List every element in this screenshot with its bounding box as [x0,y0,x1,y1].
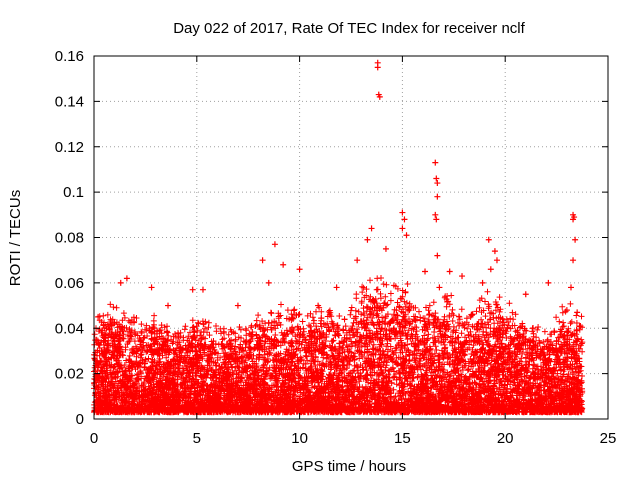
roti-peak-point [382,245,389,252]
roti-peak-point [493,257,500,264]
roti-peak-point [315,302,322,309]
roti-peak-point [368,225,375,232]
roti-peak-point [563,307,570,314]
x-tick-label: 10 [291,430,308,447]
roti-peak-point [433,216,440,223]
roti-peak-point [95,313,102,320]
y-axis-label: ROTI / TECUs [7,190,24,286]
roti-peak-point [333,284,340,291]
x-tick-label: 0 [90,430,98,447]
roti-peak-point [199,286,206,293]
y-tick-label: 0.06 [55,275,84,292]
roti-peak-point [399,209,406,216]
roti-peak-point [432,159,439,166]
roti-peak-point [434,193,441,200]
roti-peak-point [570,257,577,264]
roti-peak-point [485,236,492,243]
roti-peak-point [117,279,124,286]
roti-peak-point [165,302,172,309]
roti-peak-point [434,180,441,187]
roti-peak-point [271,241,278,248]
y-tick-label: 0 [76,411,84,428]
roti-peak-point [364,236,371,243]
roti-peak-point [374,64,381,71]
roti-peak-point [123,275,130,282]
x-axis-label: GPS time / hours [292,458,406,475]
x-tick-label: 15 [394,430,411,447]
roti-peak-point [296,266,303,273]
roti-peak-point [491,248,498,255]
chart-title: Day 022 of 2017, Rate Of TEC Index for r… [173,20,525,37]
x-tick-label: 20 [497,430,514,447]
roti-peak-point [522,291,529,298]
roti-peak-point [403,232,410,239]
y-tick-label: 0.16 [55,48,84,65]
roti-peak-point [399,225,406,232]
roti-peak-point [376,93,383,100]
y-tick-label: 0.04 [55,320,84,337]
roti-peak-point [280,261,287,268]
roti-peak-point [259,257,266,264]
roti-peak-point [433,175,440,182]
roti-peak-point [432,211,439,218]
roti-peak-point [572,236,579,243]
roti-peak-point [574,309,581,316]
y-tick-label: 0.12 [55,139,84,156]
roti-peak-point [189,286,196,293]
roti-peak-point [459,273,466,280]
roti-peak-point [567,284,574,291]
data-points [91,59,586,416]
axis-ticks: 0 5 10 15 20 25 0 0.02 0.04 0.06 0.08 0.1 0.12 0.14 0.… [55,48,617,447]
roti-peak-point [434,252,441,259]
y-tick-label: 0.08 [55,230,84,247]
x-tick-label: 5 [193,430,201,447]
y-tick-label: 0.1 [63,184,84,201]
x-tick-label: 25 [600,430,617,447]
roti-points-band [91,275,586,416]
roti-peak-point [401,216,408,223]
y-tick-label: 0.14 [55,93,84,110]
roti-peak-point [479,279,486,286]
roti-peak-point [436,284,443,291]
roti-peak-point [570,216,577,223]
roti-peak-point [265,279,272,286]
y-tick-label: 0.02 [55,366,84,383]
roti-peak-point [545,279,552,286]
roti-peak-point [148,284,155,291]
roti-peak-point [234,302,241,309]
roti-peak-point [487,266,494,273]
roti-peak-point [422,268,429,275]
roti-peak-point [354,257,361,264]
roti-peak-point [446,268,453,275]
